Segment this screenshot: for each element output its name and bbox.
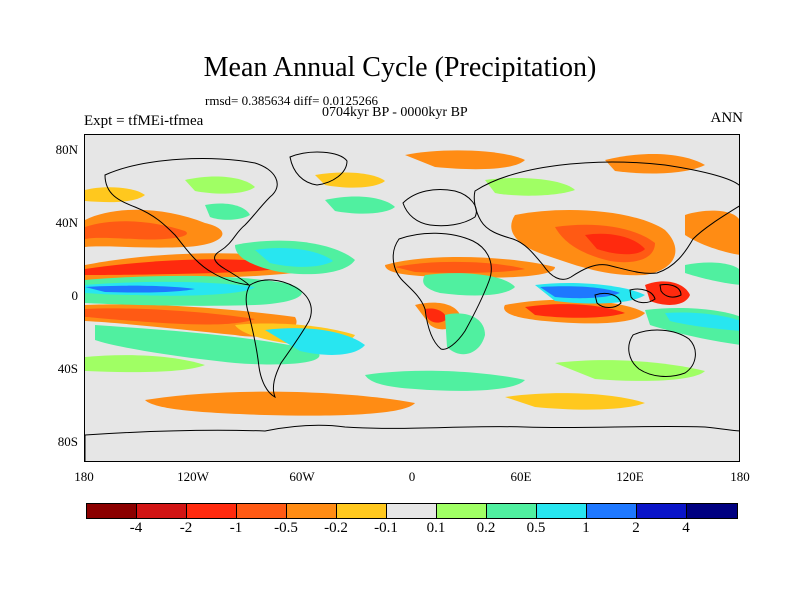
lon-label-60e: 60E (510, 469, 532, 484)
precipitation-map (84, 134, 740, 462)
colorbar-tick-label: 4 (682, 520, 690, 536)
asia-outline (473, 161, 739, 280)
colorbar-swatch (537, 504, 587, 518)
lat-label-80n: 80N (55, 142, 78, 157)
map-field (85, 150, 739, 461)
coastlines (85, 151, 739, 461)
chart-title: Mean Annual Cycle (Precipitation) (203, 52, 597, 83)
colorbar-tick-label: -0.5 (274, 520, 298, 536)
colorbar-tick-label: 1 (582, 520, 590, 536)
colorbar-swatch (287, 504, 337, 518)
lon-label-120e: 120E (616, 469, 644, 484)
antarctica-outline (85, 424, 739, 461)
colorbar-swatch (437, 504, 487, 518)
season-label: ANN (710, 110, 744, 126)
colorbar (86, 503, 738, 519)
experiment-label: Expt = tfMEi-tfmea (84, 113, 204, 129)
colorbar-swatch (637, 504, 687, 518)
lat-label-0: 0 (71, 288, 79, 303)
colorbar-swatch (587, 504, 637, 518)
colorbar-swatch (237, 504, 287, 518)
colorbar-swatch (137, 504, 187, 518)
colorbar-tick-label: 0.1 (426, 520, 446, 536)
lon-label-60w: 60W (289, 469, 315, 484)
colorbar-swatch (87, 504, 137, 518)
colorbar-tick-label: -1 (229, 520, 243, 536)
lon-label-120w: 120W (177, 469, 209, 484)
colorbar-swatch (187, 504, 237, 518)
lat-label-80s: 80S (57, 434, 78, 449)
wet-anomaly-patches (85, 176, 739, 391)
maritime-islands-outline (594, 284, 682, 308)
africa-outline (392, 232, 492, 350)
colorbar-swatch (337, 504, 387, 518)
colorbar-tick-label: 2 (632, 520, 640, 536)
colorbar-tick-label: -0.1 (374, 520, 398, 536)
north-america-outline (104, 158, 278, 286)
lon-label-180w: 180 (74, 469, 94, 484)
australia-outline (628, 329, 696, 377)
colorbar-tick-label: 0.2 (476, 520, 496, 536)
lon-label-0: 0 (408, 469, 416, 484)
lon-label-180e: 180 (730, 469, 750, 484)
rmsd-diff-stats: rmsd= 0.385634 diff= 0.0125266 (205, 93, 378, 108)
europe-outline (402, 189, 477, 227)
south-america-outline (245, 279, 312, 399)
colorbar-tick-label: -2 (179, 520, 193, 536)
lat-label-40n: 40N (55, 215, 78, 230)
colorbar-swatch (687, 504, 737, 518)
colorbar-tick-label: 0.5 (526, 520, 546, 536)
lat-label-40s: 40S (57, 361, 78, 376)
time-period-label: 0704kyr BP - 0000kyr BP (322, 105, 468, 120)
colorbar-swatch (487, 504, 537, 518)
colorbar-tick-label: -0.2 (324, 520, 348, 536)
greenland-outline (289, 151, 348, 186)
colorbar-swatch (387, 504, 437, 518)
colorbar-tick-label: -4 (129, 520, 143, 536)
